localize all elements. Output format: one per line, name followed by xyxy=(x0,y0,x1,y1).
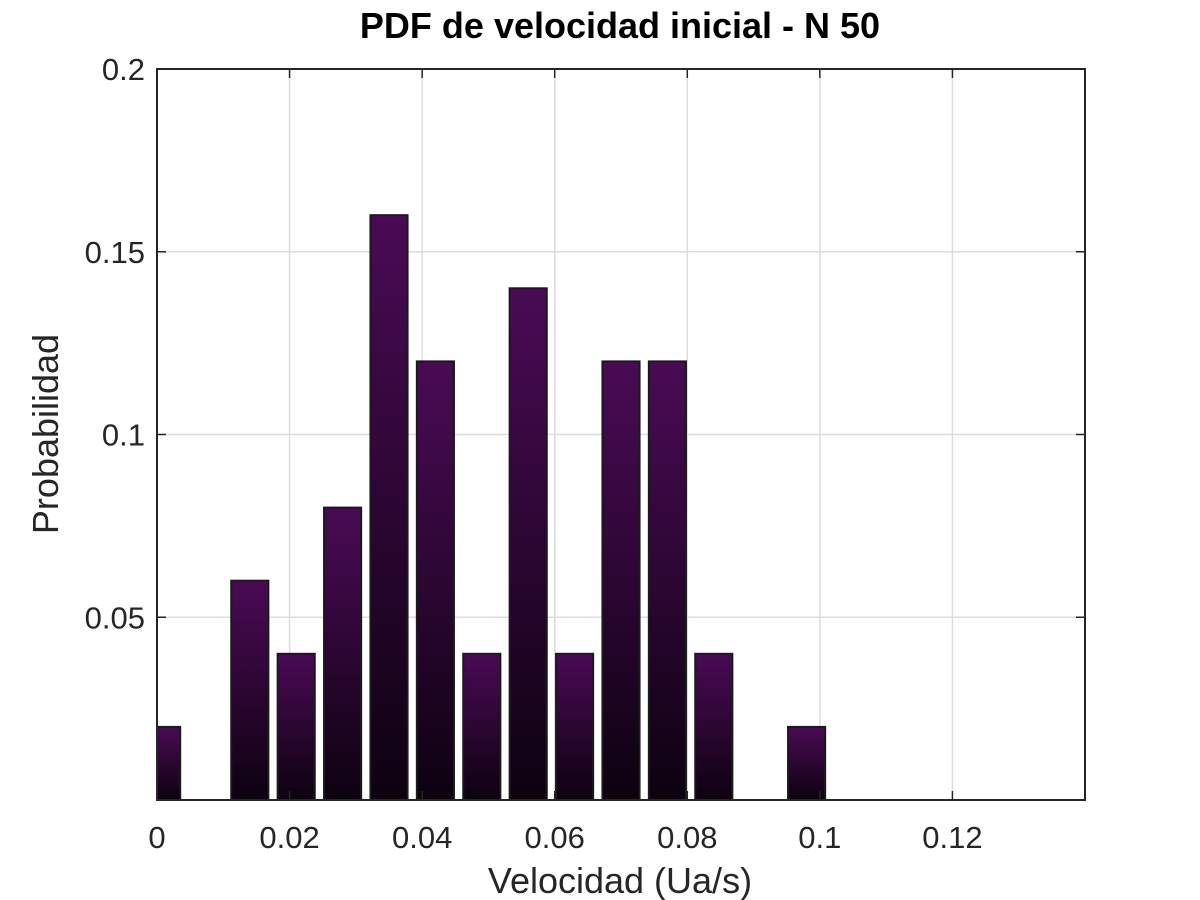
bar xyxy=(787,725,827,802)
x-tick-label: 0.06 xyxy=(525,820,585,855)
y-tick-label: 0.05 xyxy=(85,600,145,635)
bar xyxy=(555,652,595,801)
bar xyxy=(508,287,548,801)
y-axis-label: Probabilidad xyxy=(25,334,66,534)
x-tick-label: 0.1 xyxy=(798,820,841,855)
grid xyxy=(157,69,1085,800)
x-tick-labels: 0 0.02 0.04 0.06 0.08 0.1 0.12 xyxy=(148,820,982,855)
bar xyxy=(276,652,316,801)
y-tick-label: 0.2 xyxy=(102,52,145,87)
bars xyxy=(156,214,827,802)
x-tick-label: 0.12 xyxy=(922,820,982,855)
ticks xyxy=(156,68,1085,800)
y-tick-label: 0.15 xyxy=(85,235,145,270)
bar xyxy=(462,652,502,801)
bar xyxy=(369,214,409,801)
bar xyxy=(415,360,455,801)
bar xyxy=(323,506,363,801)
bar xyxy=(601,360,641,801)
bar xyxy=(647,360,687,801)
bar xyxy=(156,725,182,802)
bar xyxy=(694,652,734,801)
x-tick-label: 0.02 xyxy=(259,820,319,855)
x-tick-label: 0 xyxy=(148,820,165,855)
x-tick-label: 0.04 xyxy=(392,820,452,855)
x-tick-label: 0.08 xyxy=(657,820,717,855)
bar xyxy=(230,579,270,802)
y-tick-labels: 0.05 0.1 0.15 0.2 xyxy=(85,52,145,635)
x-axis-label: Velocidad (Ua/s) xyxy=(488,860,752,900)
y-tick-label: 0.1 xyxy=(102,418,145,453)
chart-title: PDF de velocidad inicial - N 50 xyxy=(360,5,880,46)
